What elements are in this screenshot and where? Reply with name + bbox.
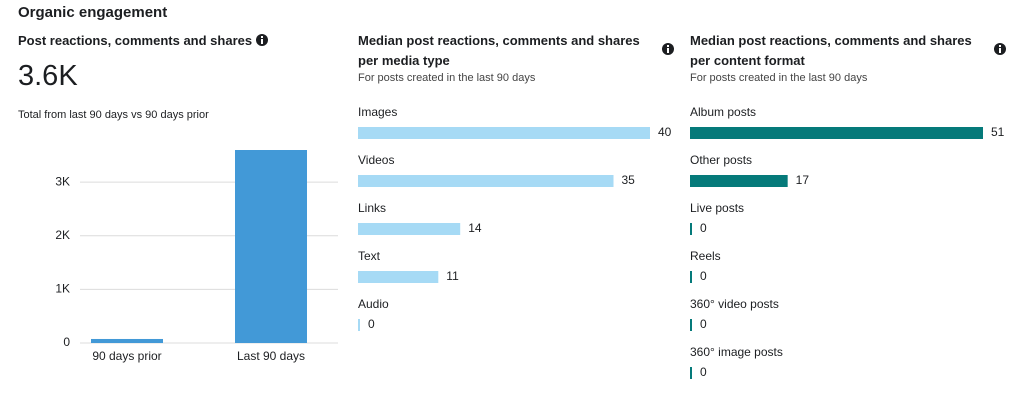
bar [358,127,650,139]
value-label: 0 [700,365,707,379]
info-icon [994,43,1006,55]
y-tick-label: 2K [55,228,70,242]
value-label: 0 [700,317,707,331]
category-label: Text [358,249,381,263]
value-label: 14 [468,221,482,235]
bar [91,338,163,343]
kpi-caption: Total from last 90 days vs 90 days prior [18,109,209,121]
value-label: 51 [991,125,1005,139]
value-label: 35 [622,173,636,187]
category-label: Links [358,201,386,215]
bar [690,319,692,331]
y-tick-label: 3K [55,174,70,188]
bar [690,223,692,235]
category-label: 360° video posts [690,297,779,311]
panel-title: Median post reactions, comments and shar… [690,33,972,68]
bar [235,150,307,343]
info-icon [662,43,674,55]
kpi: 3.6K [18,60,78,92]
x-tick-label: Last 90 days [237,349,305,363]
panel-title: Median post reactions, comments and shar… [358,33,640,68]
category-label: Videos [358,153,394,167]
bar [358,175,614,187]
value-label: 11 [446,269,459,283]
value-label: 0 [700,269,707,283]
panel-title: Post reactions, comments and shares [18,33,253,48]
value-label: 0 [368,317,375,331]
value-label: 0 [700,221,707,235]
bar [358,223,461,235]
y-tick-label: 1K [55,282,70,296]
bar [690,271,692,283]
panel-subtitle: For posts created in the last 90 days [358,72,536,84]
category-label: Live posts [690,201,744,215]
category-label: Album posts [690,105,756,119]
x-tick-label: 90 days prior [92,349,161,363]
bar [690,367,692,379]
bar [358,271,439,283]
y-tick-label: 0 [63,335,70,349]
value-label: 17 [796,173,810,187]
info-icon [256,34,268,46]
category-label: Reels [690,249,721,263]
category-label: Images [358,105,397,119]
value-label: 40 [658,125,672,139]
page-title: Organic engagement [18,4,168,21]
category-label: 360° image posts [690,345,783,359]
bar [358,319,360,331]
category-label: Other posts [690,153,752,167]
bar [690,127,983,139]
bar [690,175,788,187]
panel-subtitle: For posts created in the last 90 days [690,72,868,84]
category-label: Audio [358,297,389,311]
